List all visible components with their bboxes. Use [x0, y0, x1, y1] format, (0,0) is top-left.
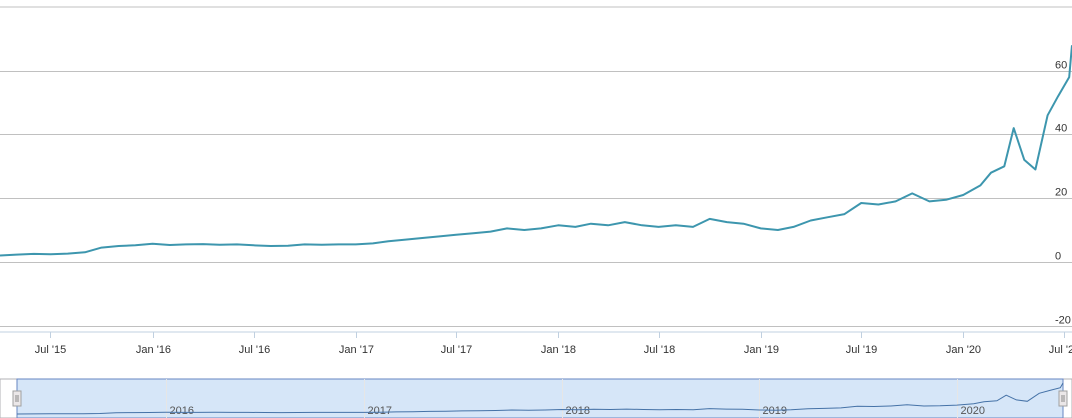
navigator-year-label: 2017 — [368, 405, 392, 417]
navigator-year-label: 2016 — [170, 405, 194, 417]
navigator-left-handle[interactable] — [12, 390, 22, 407]
navigator-year-labels: 2016 2017 2018 2019 2020 — [166, 379, 985, 418]
navigator-year-label: 2019 — [763, 405, 787, 417]
y-tick-label: -20 — [1055, 315, 1071, 327]
x-tick-label: Jan '18 — [541, 344, 576, 356]
navigator-selected-range[interactable] — [16, 378, 1064, 418]
x-tick-label: Jul '15 — [35, 344, 66, 356]
navigator-right-handle[interactable] — [1058, 390, 1068, 407]
y-tick-label: 20 — [1055, 187, 1067, 199]
x-tick-label: Jan '20 — [946, 344, 981, 356]
navigator[interactable]: 2016 2017 2018 2019 2020 — [0, 378, 1072, 418]
navigator-year-label: 2018 — [566, 405, 590, 417]
x-tick-label: Jan '17 — [339, 344, 374, 356]
y-tick-label: 40 — [1055, 123, 1067, 135]
x-tick-label: Jul '17 — [441, 344, 472, 356]
x-tick-label: Jan '19 — [744, 344, 779, 356]
y-tick-label: 0 — [1055, 251, 1061, 263]
x-axis-ticks: Jul '15 Jan '16 Jul '16 Jan '17 Jul '17 Jan '… — [35, 332, 1072, 356]
grid-lines — [0, 6, 1072, 327]
y-tick-label: 60 — [1055, 60, 1067, 72]
navigator-year-label: 2020 — [961, 405, 985, 417]
x-tick-label: Jul '16 — [239, 344, 270, 356]
x-tick-label: Jul '19 — [846, 344, 877, 356]
series-line — [0, 45, 1072, 257]
x-tick-label: Jul '18 — [644, 344, 675, 356]
navigator-series-line — [16, 382, 1064, 415]
x-tick-label: Jul '20 — [1049, 344, 1072, 356]
y-axis-labels: -20 0 20 40 60 — [1055, 60, 1071, 327]
x-tick-label: Jan '16 — [136, 344, 171, 356]
